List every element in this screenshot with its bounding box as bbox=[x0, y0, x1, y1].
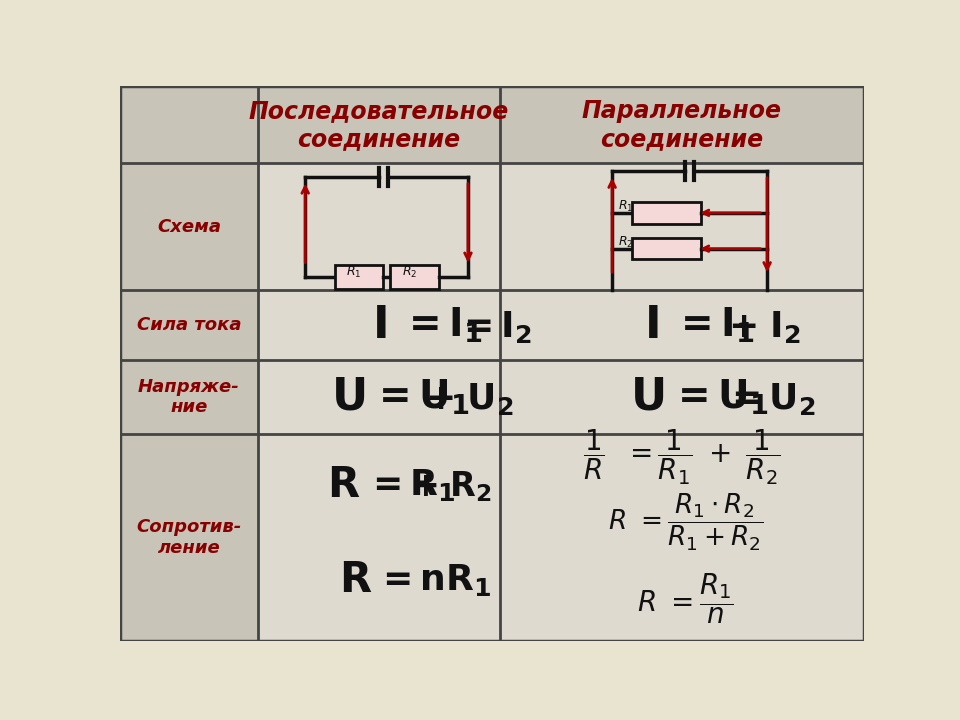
Text: Параллельное
соединение: Параллельное соединение bbox=[582, 99, 781, 150]
Bar bbox=[391, 266, 439, 289]
Text: Схема: Схема bbox=[157, 218, 221, 236]
Bar bbox=[500, 290, 864, 360]
Text: $\dfrac{1}{R}\ \ =\dfrac{1}{R_1}\ +\ \dfrac{1}{R_2}$: $\dfrac{1}{R}\ \ =\dfrac{1}{R_1}\ +\ \df… bbox=[584, 427, 780, 487]
Text: $\mathbf{=U_1}$: $\mathbf{=U_1}$ bbox=[670, 377, 769, 417]
Text: Сопротив-
ление: Сопротив- ление bbox=[136, 518, 242, 557]
Bar bbox=[120, 86, 864, 163]
Text: $\mathbf{=I_1}$: $\mathbf{=I_1}$ bbox=[673, 305, 755, 345]
Bar bbox=[500, 360, 864, 434]
Text: $R_1$: $R_1$ bbox=[617, 199, 633, 214]
Text: $R_2$: $R_2$ bbox=[617, 235, 633, 250]
Bar bbox=[258, 434, 500, 641]
Text: $\mathbf{=U_1}$: $\mathbf{=U_1}$ bbox=[372, 377, 469, 417]
Bar bbox=[258, 360, 500, 434]
Text: $\mathbf{+\ R_2}$: $\mathbf{+\ R_2}$ bbox=[412, 469, 492, 504]
Bar bbox=[500, 434, 864, 641]
Text: $\mathbf{=U_2}$: $\mathbf{=U_2}$ bbox=[725, 382, 816, 418]
Text: $R_2$: $R_2$ bbox=[402, 265, 418, 280]
Text: $\mathbf{I}$: $\mathbf{I}$ bbox=[372, 304, 386, 346]
Bar bbox=[120, 163, 258, 290]
Bar bbox=[120, 290, 258, 360]
Bar bbox=[335, 266, 383, 289]
Text: $R\ =\dfrac{R_1}{n}$: $R\ =\dfrac{R_1}{n}$ bbox=[637, 572, 734, 626]
Bar bbox=[258, 290, 500, 360]
Bar bbox=[632, 238, 701, 259]
Text: $\mathbf{R}$: $\mathbf{R}$ bbox=[327, 464, 361, 506]
Bar bbox=[500, 163, 864, 290]
Text: $\mathbf{R}$: $\mathbf{R}$ bbox=[339, 559, 372, 601]
Text: $\mathbf{=I_2}$: $\mathbf{=I_2}$ bbox=[456, 310, 532, 346]
Text: Напряже-
ние: Напряже- ние bbox=[138, 378, 240, 416]
Text: $\mathbf{U}$: $\mathbf{U}$ bbox=[630, 376, 664, 418]
Bar bbox=[120, 360, 258, 434]
Text: $\mathbf{=nR_1}$: $\mathbf{=nR_1}$ bbox=[375, 562, 492, 598]
Text: Сила тока: Сила тока bbox=[136, 316, 241, 334]
Text: $\mathbf{=I_1}$: $\mathbf{=I_1}$ bbox=[400, 305, 482, 345]
Text: $\mathbf{+\ I_2}$: $\mathbf{+\ I_2}$ bbox=[729, 310, 802, 346]
Text: $\mathbf{U}$: $\mathbf{U}$ bbox=[331, 376, 365, 418]
Text: Последовательное
соединение: Последовательное соединение bbox=[249, 99, 509, 150]
Text: $\mathbf{=R_1}$: $\mathbf{=R_1}$ bbox=[365, 467, 455, 503]
Text: $R_1$: $R_1$ bbox=[347, 265, 362, 280]
Bar bbox=[120, 434, 258, 641]
Bar bbox=[632, 202, 701, 224]
Text: $\mathbf{I}$: $\mathbf{I}$ bbox=[643, 304, 659, 346]
Text: $\mathbf{+\ U_2}$: $\mathbf{+\ U_2}$ bbox=[425, 382, 515, 418]
Text: $R\ =\dfrac{R_1 \cdot R_2}{R_1 + R_2}$: $R\ =\dfrac{R_1 \cdot R_2}{R_1 + R_2}$ bbox=[608, 492, 763, 553]
Bar bbox=[258, 163, 500, 290]
